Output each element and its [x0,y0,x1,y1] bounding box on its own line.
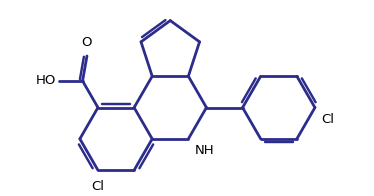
Text: Cl: Cl [321,113,334,126]
Text: NH: NH [195,144,215,157]
Text: HO: HO [36,74,56,87]
Text: O: O [82,36,92,49]
Text: Cl: Cl [92,180,104,193]
